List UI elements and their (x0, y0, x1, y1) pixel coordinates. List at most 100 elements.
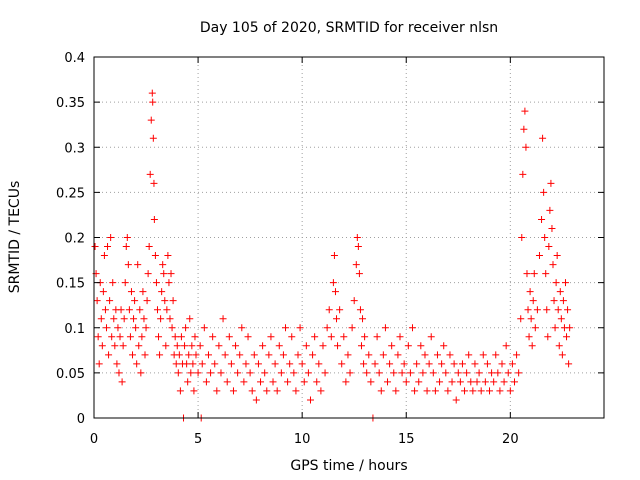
data-point (171, 333, 179, 341)
data-point (257, 378, 265, 386)
data-point (304, 369, 312, 377)
data-point (183, 360, 191, 368)
data-point (141, 351, 149, 359)
data-point (163, 306, 171, 314)
data-point (282, 324, 290, 332)
data-point (100, 252, 108, 260)
data-point (483, 360, 491, 368)
data-point (552, 279, 560, 287)
data-point (529, 297, 537, 305)
data-point (406, 369, 414, 377)
data-point (105, 351, 113, 359)
data-point (488, 369, 496, 377)
data-point (271, 360, 279, 368)
data-point (136, 306, 144, 314)
data-point (144, 270, 152, 278)
data-point (465, 351, 473, 359)
x-tick-label: 5 (194, 432, 202, 447)
data-point (169, 297, 177, 305)
data-point (148, 89, 156, 97)
data-point (164, 252, 172, 260)
data-point (192, 351, 200, 359)
data-point (111, 342, 119, 350)
data-point (286, 360, 294, 368)
data-point (554, 306, 562, 314)
data-point (392, 387, 400, 395)
data-point (375, 369, 383, 377)
data-point (359, 315, 367, 323)
data-point (494, 369, 502, 377)
data-point (461, 387, 469, 395)
data-point (261, 369, 269, 377)
data-point (189, 360, 197, 368)
data-point (275, 342, 283, 350)
data-point (371, 360, 379, 368)
data-point (438, 360, 446, 368)
data-point (119, 342, 127, 350)
data-point (95, 360, 103, 368)
data-point (539, 134, 547, 142)
data-point (122, 243, 130, 251)
data-point (114, 324, 122, 332)
data-point (296, 324, 304, 332)
data-point (504, 369, 512, 377)
data-point (527, 315, 535, 323)
data-point (555, 342, 563, 350)
x-tick-label: 15 (398, 432, 415, 447)
data-point (200, 324, 208, 332)
data-point (277, 369, 285, 377)
data-point (175, 351, 183, 359)
data-point (102, 324, 110, 332)
data-point (149, 134, 157, 142)
data-point (388, 342, 396, 350)
data-point (146, 170, 154, 178)
y-tick-label: 0.2 (64, 232, 85, 247)
data-point (191, 333, 199, 341)
data-point (551, 324, 559, 332)
data-point (506, 387, 514, 395)
data-point (331, 288, 339, 296)
data-point (431, 387, 439, 395)
data-point (355, 270, 363, 278)
data-point (423, 387, 431, 395)
data-point (115, 369, 123, 377)
data-point (319, 342, 327, 350)
data-point (340, 333, 348, 341)
data-point (246, 369, 254, 377)
data-point (513, 351, 521, 359)
data-point (473, 378, 481, 386)
data-point (135, 342, 143, 350)
data-point (317, 387, 325, 395)
data-point (207, 369, 215, 377)
data-point (254, 360, 262, 368)
data-point (471, 360, 479, 368)
axis-ticks: 0 0.05 0.1 0.15 0.2 0.25 0.3 0.35 0.4 0 5 10 15 20 (56, 51, 604, 447)
data-point (140, 315, 148, 323)
data-point (298, 360, 306, 368)
data-point (162, 342, 170, 350)
data-point (101, 306, 109, 314)
data-point (198, 360, 206, 368)
data-point (269, 378, 277, 386)
data-point (373, 333, 381, 341)
data-point (408, 324, 416, 332)
data-point (229, 387, 237, 395)
data-point (563, 333, 571, 341)
data-point (333, 315, 341, 323)
data-point (566, 324, 574, 332)
data-point (330, 252, 338, 260)
data-point (492, 351, 500, 359)
data-point (156, 351, 164, 359)
data-point (357, 342, 365, 350)
data-point (161, 297, 169, 305)
data-point (475, 369, 483, 377)
data-point (143, 297, 151, 305)
data-point (223, 378, 231, 386)
data-point (548, 224, 556, 232)
data-point (279, 351, 287, 359)
y-tick-label: 0.4 (64, 51, 85, 66)
data-point (522, 143, 530, 151)
data-point (213, 387, 221, 395)
data-point (363, 369, 371, 377)
